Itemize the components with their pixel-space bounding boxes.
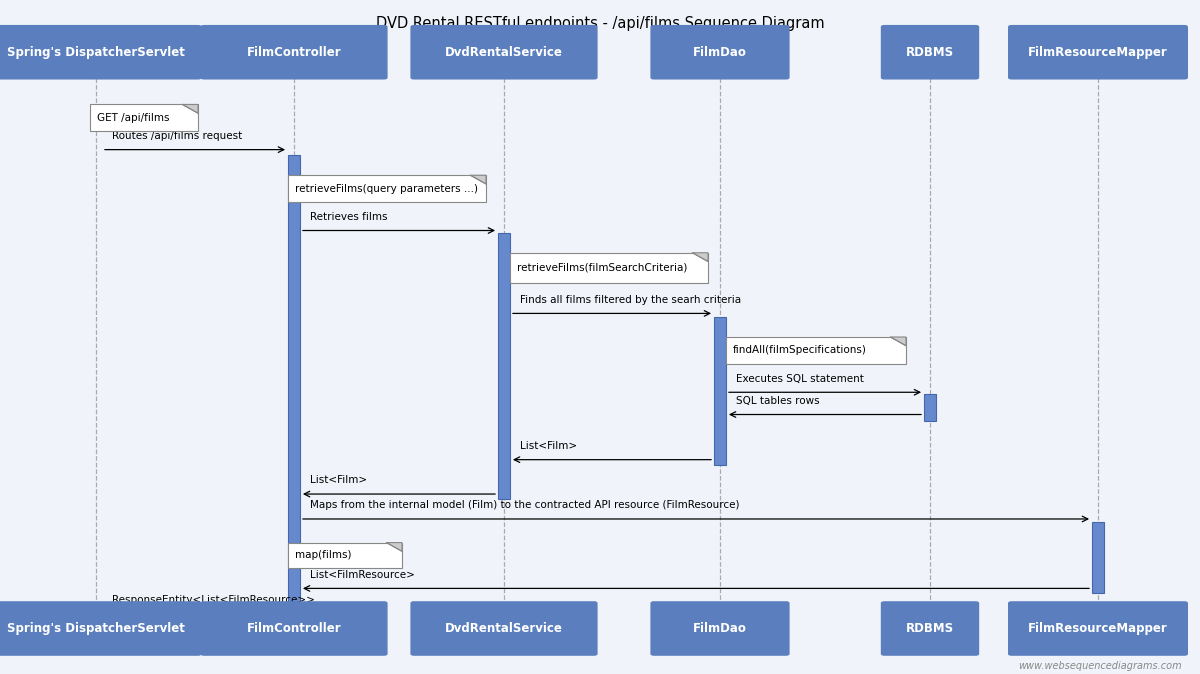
Text: GET /api/films: GET /api/films	[97, 113, 169, 123]
Text: FilmDao: FilmDao	[694, 46, 746, 59]
Text: DVD Rental RESTful endpoints - /api/films Sequence Diagram: DVD Rental RESTful endpoints - /api/film…	[376, 16, 824, 31]
FancyBboxPatch shape	[1008, 25, 1188, 80]
Text: Maps from the internal model (Film) to the contracted API resource (FilmResource: Maps from the internal model (Film) to t…	[310, 500, 739, 510]
FancyBboxPatch shape	[650, 601, 790, 656]
Bar	[924, 394, 936, 421]
Bar	[498, 233, 510, 499]
Text: FilmResourceMapper: FilmResourceMapper	[1028, 46, 1168, 59]
FancyBboxPatch shape	[881, 601, 979, 656]
Text: RDBMS: RDBMS	[906, 622, 954, 635]
Text: List<Film>: List<Film>	[520, 441, 577, 451]
Text: FilmDao: FilmDao	[694, 622, 746, 635]
Text: FilmResourceMapper: FilmResourceMapper	[1028, 622, 1168, 635]
Polygon shape	[890, 337, 906, 346]
Text: Spring's DispatcherServlet: Spring's DispatcherServlet	[7, 46, 185, 59]
FancyBboxPatch shape	[0, 25, 202, 80]
Text: map(films): map(films)	[295, 550, 352, 560]
Polygon shape	[386, 543, 402, 551]
FancyBboxPatch shape	[200, 601, 388, 656]
Polygon shape	[470, 175, 486, 184]
Text: FilmController: FilmController	[247, 46, 341, 59]
Text: RDBMS: RDBMS	[906, 46, 954, 59]
Bar	[288, 543, 402, 568]
FancyBboxPatch shape	[1008, 601, 1188, 656]
Polygon shape	[182, 104, 198, 113]
Polygon shape	[692, 253, 708, 262]
Text: DvdRentalService: DvdRentalService	[445, 46, 563, 59]
FancyBboxPatch shape	[200, 25, 388, 80]
Text: Executes SQL statement: Executes SQL statement	[736, 373, 864, 384]
FancyBboxPatch shape	[410, 601, 598, 656]
Text: ResponseEntity<List<FilmResource>>: ResponseEntity<List<FilmResource>>	[112, 594, 314, 605]
Text: Finds all films filtered by the searh criteria: Finds all films filtered by the searh cr…	[520, 295, 740, 305]
Text: List<Film>: List<Film>	[310, 475, 367, 485]
Bar	[288, 155, 300, 610]
Bar	[726, 337, 906, 364]
Text: Spring's DispatcherServlet: Spring's DispatcherServlet	[7, 622, 185, 635]
Bar	[90, 104, 198, 131]
FancyBboxPatch shape	[650, 25, 790, 80]
Bar	[288, 175, 486, 202]
Text: retrieveFilms(query parameters ...): retrieveFilms(query parameters ...)	[295, 184, 478, 193]
Text: www.websequencediagrams.com: www.websequencediagrams.com	[1019, 661, 1182, 671]
Bar	[510, 253, 708, 283]
Text: findAll(filmSpecifications): findAll(filmSpecifications)	[733, 346, 868, 355]
Bar	[714, 317, 726, 465]
FancyBboxPatch shape	[881, 25, 979, 80]
Bar	[1092, 522, 1104, 593]
Text: DvdRentalService: DvdRentalService	[445, 622, 563, 635]
Text: Routes /api/films request: Routes /api/films request	[112, 131, 242, 141]
Text: SQL tables rows: SQL tables rows	[736, 396, 820, 406]
Text: Retrieves films: Retrieves films	[310, 212, 388, 222]
Text: FilmController: FilmController	[247, 622, 341, 635]
FancyBboxPatch shape	[0, 601, 202, 656]
FancyBboxPatch shape	[410, 25, 598, 80]
Text: retrieveFilms(filmSearchCriteria): retrieveFilms(filmSearchCriteria)	[517, 263, 688, 273]
Text: List<FilmResource>: List<FilmResource>	[310, 570, 414, 580]
